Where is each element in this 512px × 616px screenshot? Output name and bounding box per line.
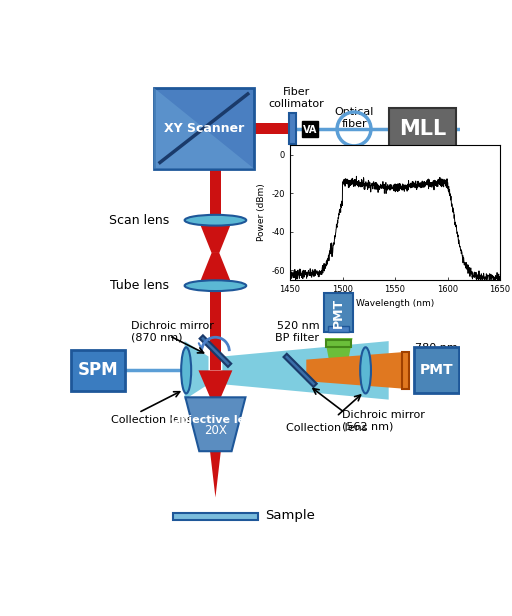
Text: MLL: MLL <box>399 119 446 139</box>
Text: Collection lens: Collection lens <box>286 423 368 433</box>
Text: XY Scanner: XY Scanner <box>164 122 244 135</box>
Polygon shape <box>284 354 317 387</box>
Bar <box>210 286 221 351</box>
X-axis label: Wavelength (nm): Wavelength (nm) <box>356 299 434 309</box>
Bar <box>402 352 410 389</box>
Ellipse shape <box>360 347 371 394</box>
Bar <box>210 351 221 370</box>
Text: PMT: PMT <box>332 298 345 328</box>
Text: SPM: SPM <box>78 362 119 379</box>
Text: PMT: PMT <box>420 363 453 378</box>
Bar <box>254 123 292 134</box>
Ellipse shape <box>185 215 246 225</box>
Text: Optical
fiber: Optical fiber <box>334 107 374 129</box>
Bar <box>210 397 221 451</box>
Polygon shape <box>199 220 232 253</box>
Polygon shape <box>185 341 208 400</box>
Text: Sample: Sample <box>266 509 315 522</box>
Polygon shape <box>222 341 389 400</box>
Text: Objective lens: Objective lens <box>171 415 260 426</box>
Bar <box>414 347 459 394</box>
Polygon shape <box>154 87 254 169</box>
Bar <box>173 513 258 520</box>
Text: Dichroic mirror
(562 nm): Dichroic mirror (562 nm) <box>343 410 425 431</box>
Bar <box>154 87 254 169</box>
Y-axis label: Power (dBm): Power (dBm) <box>257 184 266 241</box>
Bar <box>389 108 456 150</box>
Polygon shape <box>200 335 231 367</box>
Bar <box>326 339 351 347</box>
Polygon shape <box>306 352 406 389</box>
Text: Fiber
collimator: Fiber collimator <box>268 87 324 109</box>
Text: Scan lens: Scan lens <box>109 214 169 227</box>
Text: 780 nm
BP filter: 780 nm BP filter <box>415 342 459 364</box>
Bar <box>210 169 221 220</box>
Bar <box>289 113 295 144</box>
Bar <box>72 349 125 391</box>
Bar <box>328 326 349 332</box>
Text: Collection lens: Collection lens <box>112 415 193 426</box>
Polygon shape <box>325 338 352 370</box>
Bar <box>324 293 353 332</box>
Text: Tube lens: Tube lens <box>110 279 169 292</box>
Text: Dichroic mirror
(870 nm): Dichroic mirror (870 nm) <box>131 321 214 342</box>
Polygon shape <box>210 451 221 498</box>
Text: 520 nm
BP filter: 520 nm BP filter <box>275 321 319 342</box>
Text: 20X: 20X <box>204 424 227 437</box>
Ellipse shape <box>181 347 191 394</box>
Polygon shape <box>185 397 245 451</box>
Polygon shape <box>199 253 232 286</box>
Bar <box>303 121 318 137</box>
Ellipse shape <box>185 280 246 291</box>
Polygon shape <box>199 370 232 397</box>
Text: VA: VA <box>303 125 317 135</box>
